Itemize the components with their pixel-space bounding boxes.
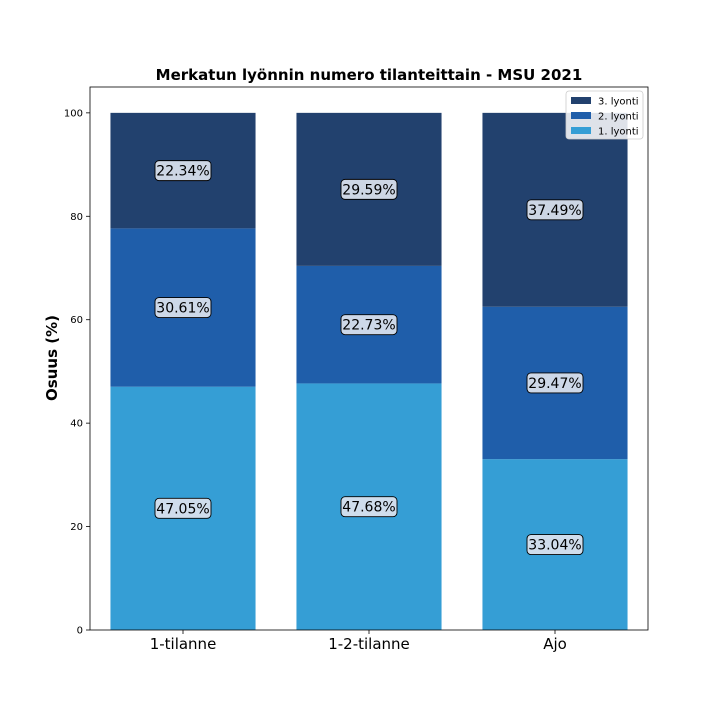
data-label: 33.04% [528, 538, 581, 554]
data-label-box [340, 314, 398, 336]
y-tick-label: 0 [77, 626, 83, 637]
y-tick-label: 20 [70, 522, 83, 533]
legend-swatch [571, 127, 591, 134]
legend-entry: 3. lyonti [598, 97, 639, 108]
legend-swatch [571, 112, 591, 119]
x-tick-label: 1-2-tilanne [328, 635, 410, 653]
x-axis: 1-tilanne 1-2-tilanne Ajo [150, 630, 567, 653]
y-axis-label: Osuus (%) [43, 315, 61, 401]
data-label: 47.05% [156, 501, 209, 517]
data-label-box [340, 178, 398, 200]
data-label-box [340, 496, 398, 518]
data-label-box [154, 297, 212, 318]
x-tick-label: 1-tilanne [150, 635, 217, 653]
data-label: 22.73% [342, 318, 395, 334]
data-label-box [526, 372, 584, 394]
y-tick-label: 60 [70, 315, 83, 326]
chart-title: Merkatun lyönnin numero tilanteittain - … [156, 66, 583, 84]
y-axis: 0 20 40 60 80 100 [64, 108, 90, 637]
data-label: 47.68% [342, 500, 395, 516]
y-tick-label: 40 [70, 419, 83, 430]
legend-entry: 1. lyonti [598, 127, 639, 138]
x-tick-label: Ajo [543, 635, 567, 653]
bars-layer: 47.05% 30.61% 22.34% 47.68% 22.73% 29.59% 33.0… [110, 112, 628, 630]
data-label: 22.34% [156, 164, 209, 180]
data-label: 29.59% [342, 182, 395, 198]
y-tick-label: 80 [70, 212, 83, 223]
data-label-box [154, 497, 212, 519]
legend-swatch [571, 97, 591, 104]
data-label: 29.47% [528, 376, 581, 392]
y-tick-label: 100 [64, 108, 83, 119]
data-label: 30.61% [156, 301, 209, 317]
plot-frame [89, 86, 649, 631]
data-label-box [526, 534, 584, 556]
legend-entry: 2. lyonti [598, 112, 639, 123]
data-label-box [154, 160, 212, 182]
data-label-box [526, 199, 584, 221]
data-label: 37.49% [528, 203, 581, 219]
legend: 3. lyonti 2. lyonti 1. lyonti [565, 90, 644, 140]
